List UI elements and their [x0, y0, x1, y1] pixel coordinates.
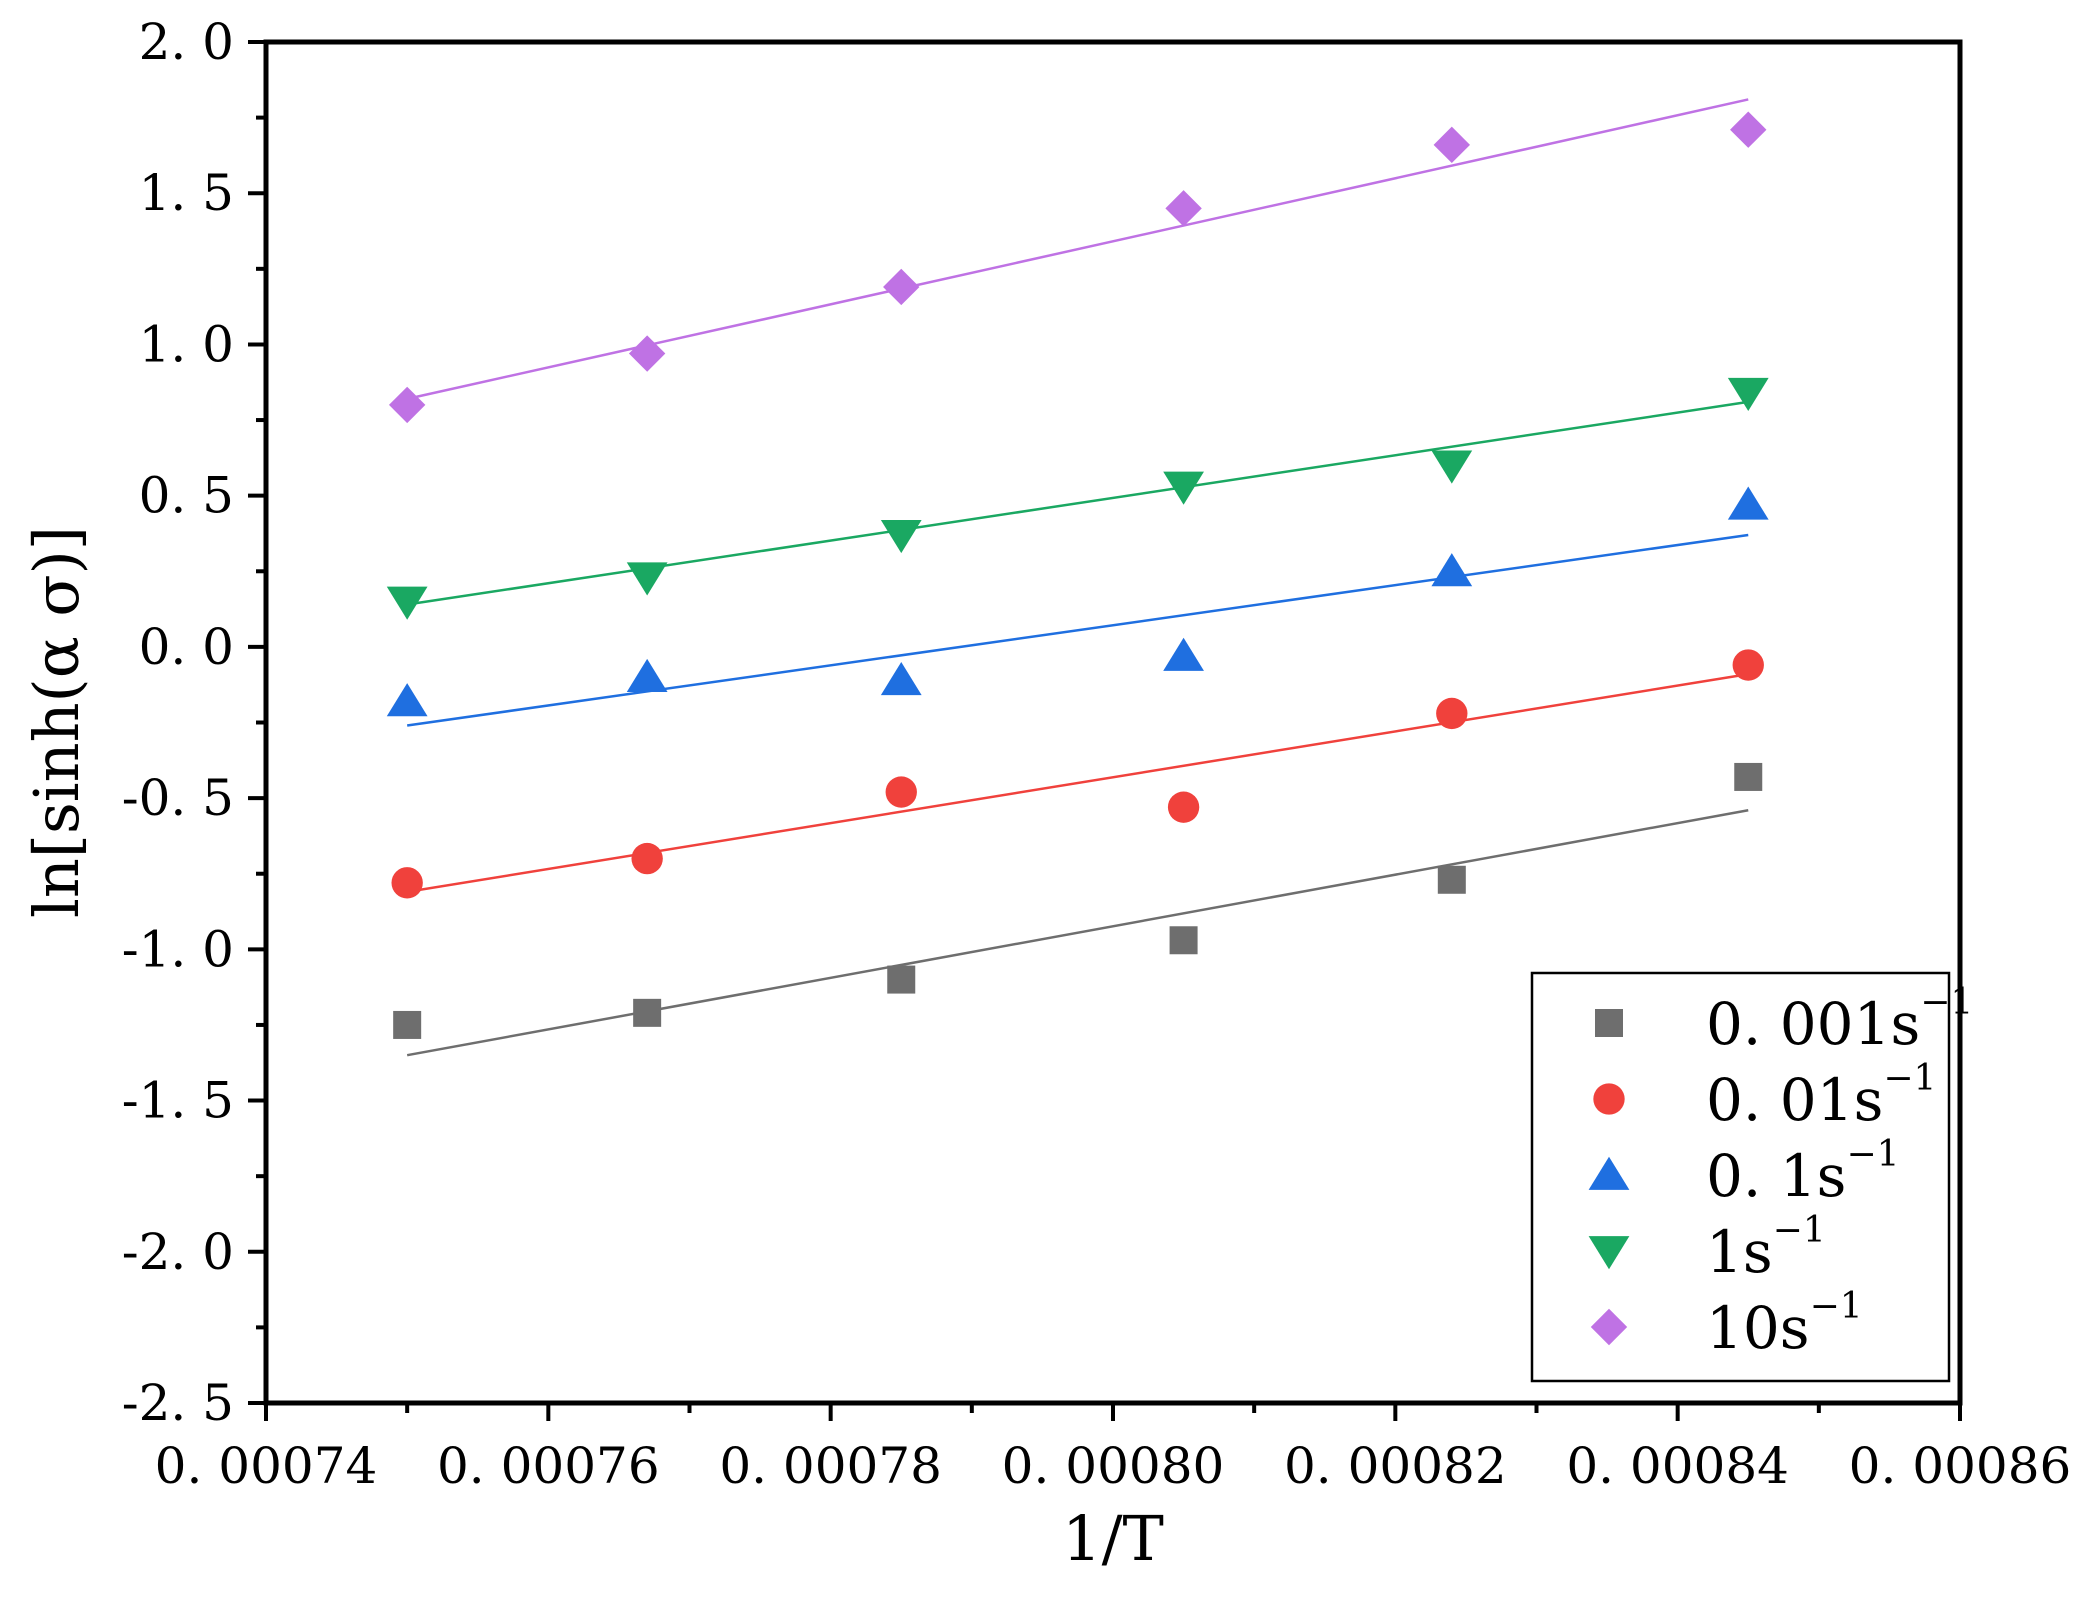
- data-point-series-1: [1734, 762, 1763, 791]
- data-point-series-5: [388, 386, 426, 424]
- plot-layer: [386, 98, 1769, 1057]
- data-point-series-3: [1727, 486, 1769, 520]
- data-point-series-2: [1436, 697, 1468, 730]
- legend-superscript: −1: [1920, 982, 1973, 1023]
- y-tick-label: 2. 0: [139, 13, 234, 71]
- data-point-series-1: [633, 998, 662, 1027]
- y-tick-label: -2. 0: [122, 1223, 234, 1281]
- legend-marker-1: [1595, 1009, 1623, 1037]
- y-tick-label: 1. 0: [139, 315, 234, 373]
- data-point-series-2: [1167, 791, 1200, 823]
- data-point-series-2: [1732, 649, 1764, 681]
- legend-marker-5: [1590, 1308, 1628, 1346]
- data-point-series-5: [1730, 111, 1767, 148]
- data-point-series-3: [626, 658, 668, 693]
- legend-superscript: −1: [1773, 1210, 1826, 1251]
- data-point-series-3: [880, 661, 922, 696]
- fit-line-series-2: [406, 672, 1749, 894]
- data-point-series-4: [1163, 471, 1204, 505]
- y-tick-label: -0. 5: [122, 769, 234, 827]
- data-point-series-3: [386, 683, 428, 717]
- fit-line-series-5: [406, 98, 1749, 401]
- data-point-series-4: [1727, 377, 1769, 412]
- data-point-series-5: [628, 335, 666, 372]
- fit-line-series-1: [406, 808, 1749, 1057]
- fit-line-series-3: [406, 533, 1749, 727]
- data-point-series-2: [391, 867, 423, 899]
- x-tick-label: 0. 00086: [1849, 1437, 2072, 1495]
- x-tick-label: 0. 00084: [1566, 1437, 1789, 1495]
- data-point-series-2: [885, 776, 917, 808]
- legend-superscript: −1: [1846, 1134, 1899, 1175]
- y-axis-title: ln[sinh(α σ)]: [20, 526, 93, 918]
- axis-layer: 0. 00074 0. 00076 0. 00078 0. 00080 0. 00082…: [122, 13, 2072, 1495]
- x-tick-label: 0. 00078: [719, 1437, 942, 1495]
- data-point-series-3: [1163, 637, 1204, 671]
- data-point-series-4: [1431, 450, 1473, 484]
- legend-marker-4: [1588, 1236, 1630, 1270]
- data-point-series-4: [626, 562, 668, 596]
- data-point-series-1: [393, 1010, 422, 1039]
- data-point-series-4: [880, 520, 922, 554]
- legend-superscript: −1: [1883, 1058, 1936, 1099]
- data-point-series-1: [887, 965, 916, 994]
- data-point-series-2: [631, 842, 663, 875]
- x-tick-label: 0. 00080: [1002, 1437, 1225, 1495]
- data-point-series-1: [1169, 926, 1198, 955]
- data-point-series-3: [1431, 553, 1473, 587]
- data-point-series-5: [883, 268, 920, 306]
- legend-label-5: 10s−1: [1706, 1286, 1863, 1362]
- legend-marker-2: [1593, 1083, 1625, 1115]
- legend-marker-3: [1588, 1156, 1630, 1190]
- data-point-series-4: [386, 586, 428, 620]
- x-tick-label: 0. 00082: [1284, 1437, 1507, 1495]
- y-tick-label: -1. 5: [122, 1072, 234, 1130]
- x-tick-label: 0. 00074: [155, 1437, 378, 1495]
- x-axis-title: 1/T: [1062, 1502, 1164, 1575]
- legend-superscript: −1: [1810, 1286, 1863, 1327]
- y-tick-label: 1. 5: [139, 164, 234, 222]
- data-point-series-1: [1437, 865, 1466, 894]
- x-tick-label: 0. 00076: [437, 1437, 660, 1495]
- y-tick-label: -1. 0: [122, 920, 234, 978]
- y-tick-label: 0. 5: [139, 467, 234, 525]
- data-point-series-5: [1165, 190, 1202, 227]
- fit-line-series-4: [406, 400, 1749, 606]
- y-tick-label: 0. 0: [139, 618, 234, 676]
- data-point-series-5: [1433, 126, 1470, 164]
- y-tick-label: -2. 5: [122, 1374, 234, 1432]
